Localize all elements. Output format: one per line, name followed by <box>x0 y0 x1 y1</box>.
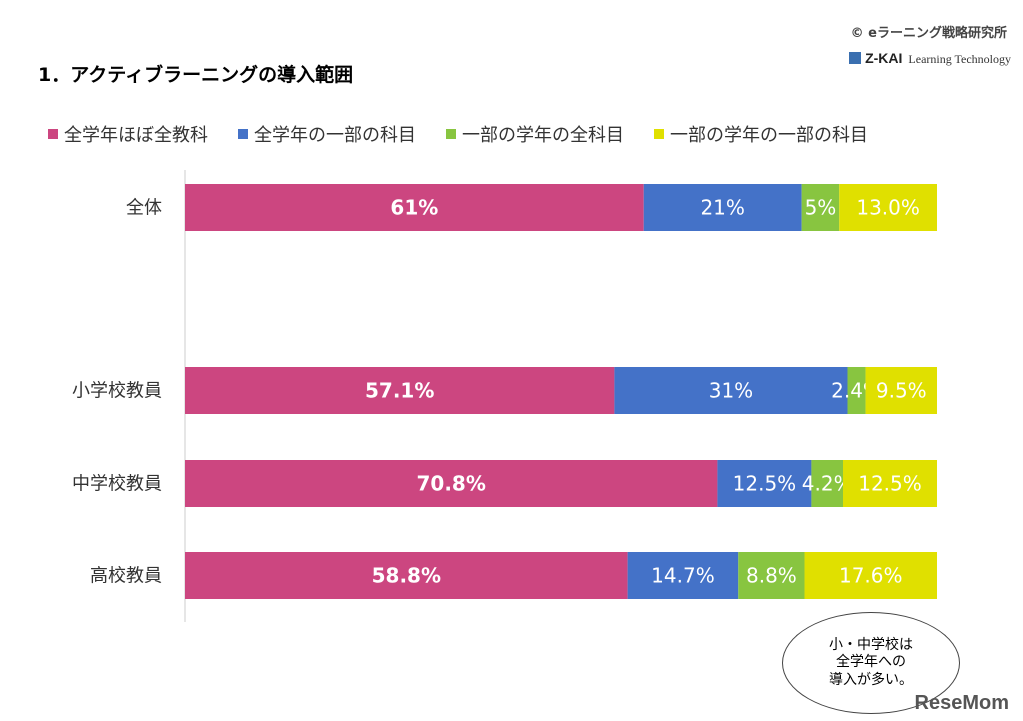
zkai-logo: Z-KAI Learning Technology <box>849 50 1011 67</box>
bar-segment <box>717 460 812 507</box>
bar-segment <box>185 460 718 507</box>
data-label: 58.8% <box>372 564 441 588</box>
category-label: 小学校教員 <box>72 381 162 402</box>
data-label: 61% <box>390 196 438 220</box>
legend: 全学年ほぼ全教科 全学年の一部の科目 一部の学年の全科目 一部の学年の一部の科目 <box>48 121 868 147</box>
copyright: © eラーニング戦略研究所 <box>850 26 1007 41</box>
bar-segment <box>643 184 802 231</box>
page-title: 1．アクティブラーニングの導入範囲 <box>38 64 354 86</box>
legend-label: 全学年の一部の科目 <box>254 125 416 146</box>
bar-segment <box>847 367 866 414</box>
watermark: ReseMom <box>914 692 1009 714</box>
legend-label: 全学年ほぼ全教科 <box>64 125 208 146</box>
legend-swatch <box>446 129 456 139</box>
bar-segment <box>801 184 840 231</box>
legend-label: 一部の学年の全科目 <box>462 125 624 146</box>
data-label: 14.7% <box>651 564 715 588</box>
legend-item: 全学年の一部の科目 <box>238 121 416 147</box>
category-label: 全体 <box>126 198 162 219</box>
data-label: 17.6% <box>839 564 903 588</box>
data-label: 31% <box>709 379 753 403</box>
bar-segment <box>185 367 615 414</box>
zkai-logo-icon <box>849 52 862 64</box>
legend-swatch <box>48 129 58 139</box>
category-label: 中学校教員 <box>72 474 162 495</box>
bar-segment <box>843 460 937 507</box>
bar-segment <box>185 552 628 599</box>
legend-swatch <box>654 129 664 139</box>
bar-segment <box>811 460 843 507</box>
legend-item: 一部の学年の一部の科目 <box>654 121 868 147</box>
data-label: 8.8% <box>746 564 797 588</box>
data-label: 57.1% <box>365 379 434 403</box>
bar-segment <box>627 552 739 599</box>
data-label: 21% <box>700 196 744 220</box>
category-label: 高校教員 <box>90 566 162 587</box>
legend-swatch <box>238 129 248 139</box>
data-label: 9.5% <box>876 379 927 403</box>
data-label: 70.8% <box>417 472 486 496</box>
data-label: 12.5% <box>858 472 922 496</box>
bar-segment <box>839 184 937 231</box>
bar-segment <box>865 367 937 414</box>
data-label: 13.0% <box>856 196 920 220</box>
data-label: 12.5% <box>733 472 797 496</box>
legend-label: 一部の学年の一部の科目 <box>670 125 868 146</box>
bar-segment <box>185 184 644 231</box>
legend-item: 一部の学年の全科目 <box>446 121 624 147</box>
callout-bubble: 小・中学校は 全学年への 導入が多い。 <box>782 612 960 714</box>
bar-segment <box>804 552 937 599</box>
legend-item: 全学年ほぼ全教科 <box>48 121 208 147</box>
bar-segment <box>738 552 805 599</box>
bar-segment <box>614 367 848 414</box>
data-label: 5% <box>805 196 837 220</box>
